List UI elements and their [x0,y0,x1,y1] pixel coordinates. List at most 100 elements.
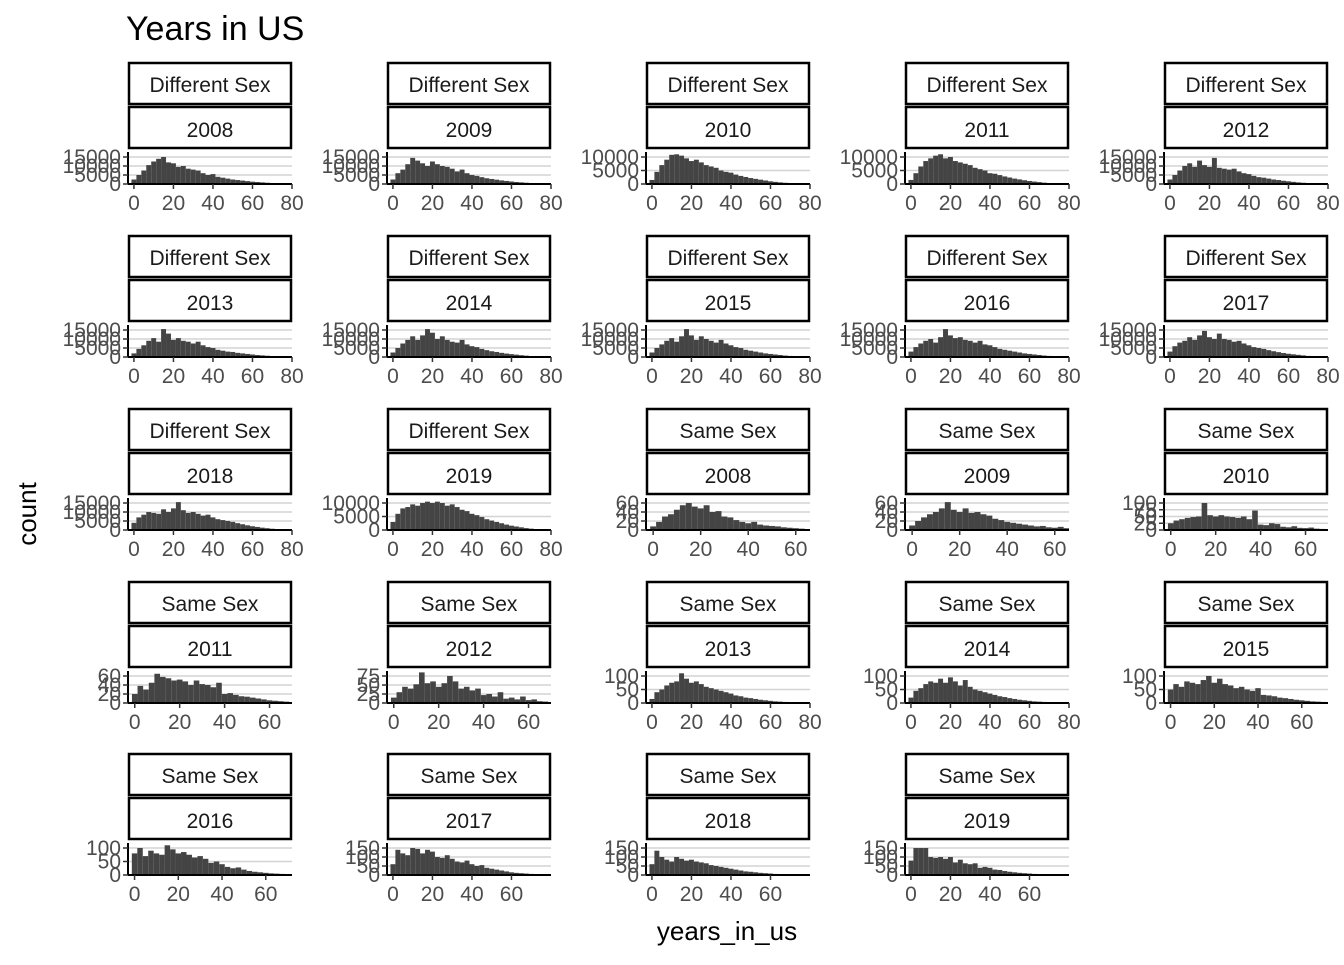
facet-strip-year-label: 2010 [705,119,752,142]
histogram-bar [948,157,953,184]
histogram-bar [689,683,694,703]
histogram-bar [176,853,181,875]
x-tick-label: 60 [1043,538,1066,561]
y-tick-label: 10000 [581,146,639,169]
histogram-bar [1227,170,1232,184]
facet-strip-group-label: Same Sex [162,593,259,616]
histogram-bar [177,680,183,703]
histogram-bar [143,856,148,875]
x-tick-label: 80 [539,192,562,215]
histogram-bar [743,350,748,357]
histogram-bar [973,863,978,875]
histogram-bar [654,172,659,184]
histogram-bar [166,334,171,357]
histogram-bar [943,859,948,875]
histogram-bar [161,329,166,357]
histogram-bar [186,169,191,184]
histogram-bar [654,851,659,875]
histogram-bar [714,866,719,875]
histogram-bar [1179,687,1184,703]
histogram-bar [160,677,166,703]
facet-strip-year-label: 2010 [1223,465,1270,488]
histogram-bar [674,154,679,184]
histogram-bar [1177,171,1182,185]
histogram-bar [1206,676,1211,703]
histogram-bar [983,171,988,185]
histogram-bar [694,160,699,184]
histogram-bar [435,339,440,357]
x-tick-label: 20 [167,883,190,906]
histogram-bar [943,158,948,184]
histogram-bar [659,344,664,357]
x-tick-label: 20 [939,711,962,734]
histogram-bar [141,171,146,185]
histogram-bar [918,848,923,875]
x-tick-label: 20 [680,365,703,388]
histogram-bar [915,521,921,530]
histogram-bar [206,175,211,184]
histogram-bar [923,341,928,357]
histogram-bar [968,341,973,357]
x-tick-label: 20 [689,538,712,561]
histogram-bar [400,344,405,358]
histogram-bar [222,694,228,703]
x-tick-label: 40 [719,192,742,215]
histogram-bar [151,338,156,357]
histogram-bar [973,690,978,704]
histogram-bar [197,856,202,875]
histogram-bar [997,349,1002,357]
facet-strip-year-label: 2011 [187,638,232,661]
x-tick-label: 60 [500,192,523,215]
histogram-bar [983,692,988,703]
histogram-bar [481,695,487,703]
histogram-bar [1177,343,1182,357]
x-tick-label: 40 [719,365,742,388]
histogram-bar [192,857,197,875]
facet-strip-year-label: 2009 [446,119,493,142]
histogram-bar [1197,161,1202,184]
histogram-bar [1247,519,1253,530]
x-tick-label: 20 [939,365,962,388]
x-tick-label: 60 [517,711,540,734]
histogram-bar [441,683,447,703]
histogram-bar [987,345,992,357]
histogram-bar [1173,684,1178,703]
y-tick-label: 15000 [1099,319,1157,342]
y-tick-label: 15000 [581,319,639,342]
histogram-bar [978,691,983,703]
x-tick-label: 40 [978,365,1001,388]
histogram-bar [171,340,176,357]
histogram-bar [724,692,729,703]
x-tick-label: 20 [421,365,444,388]
histogram-bar [230,868,235,875]
histogram-bar [161,509,166,530]
x-tick-label: 40 [1246,711,1269,734]
histogram-bar [455,862,460,876]
y-tick-label: 150 [345,837,380,860]
histogram-bar [1250,691,1255,703]
histogram-bar [669,862,674,876]
histogram-bar [210,174,215,184]
histogram-bar [689,335,694,357]
histogram-bar [933,683,938,703]
histogram-bar [948,677,953,703]
histogram-bar [188,685,194,703]
histogram-bar [928,158,933,184]
histogram-bar [694,340,699,357]
histogram-bar [196,514,201,530]
histogram-bar [402,687,408,703]
facet-strip-year-label: 2018 [705,810,752,833]
histogram-bar [728,173,733,184]
histogram-bar [1269,523,1275,530]
histogram-bar [921,517,927,530]
x-tick-label: 60 [1277,365,1300,388]
histogram-bar [453,681,459,703]
y-tick-label: 15000 [1099,146,1157,169]
histogram-bar [724,868,729,875]
x-tick-label: 20 [421,883,444,906]
histogram-bar [435,164,440,184]
